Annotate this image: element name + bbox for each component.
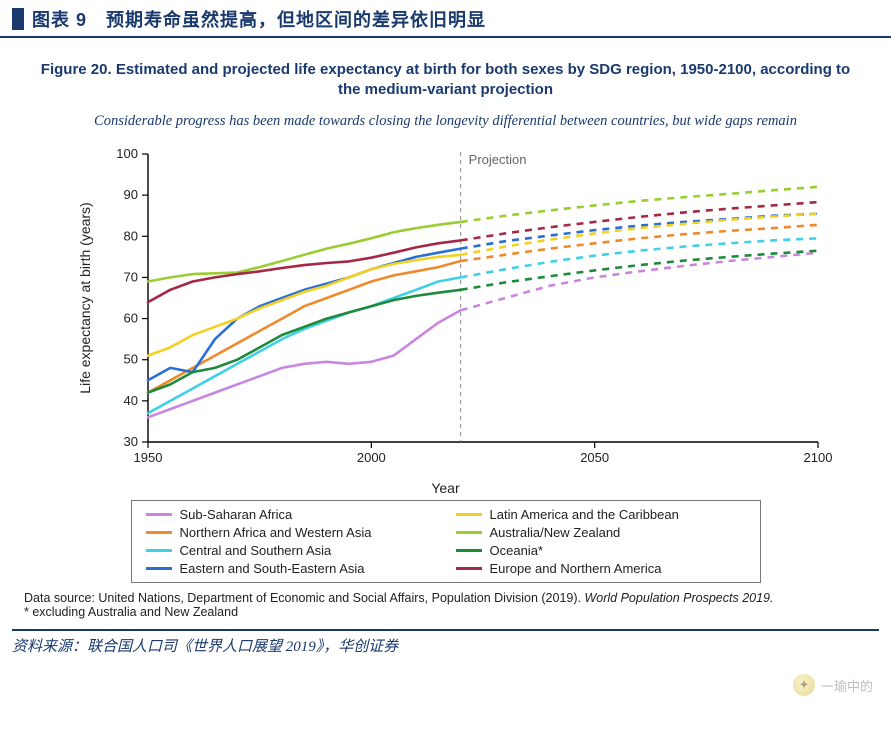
- svg-text:Life expectancy at birth (year: Life expectancy at birth (years): [77, 202, 93, 393]
- legend-label: Eastern and South-Eastern Asia: [180, 561, 365, 576]
- svg-text:70: 70: [123, 269, 137, 284]
- footer-source: 资料来源：联合国人口司《世界人口展望 2019》，华创证券: [0, 631, 891, 656]
- legend-label: Australia/New Zealand: [490, 525, 621, 540]
- legend-label: Sub-Saharan Africa: [180, 507, 293, 522]
- legend-label: Central and Southern Asia: [180, 543, 332, 558]
- svg-text:80: 80: [123, 228, 137, 243]
- svg-text:1950: 1950: [133, 450, 162, 465]
- data-source-italic: World Population Prospects 2019.: [584, 591, 773, 605]
- legend-item: Central and Southern Asia: [146, 543, 436, 558]
- life-expectancy-chart: 30 40 50 60 70 80 90 100 1950 2000 2050 2100 Life ex…: [56, 142, 836, 472]
- watermark-text: 一瑜中的: [821, 676, 873, 695]
- svg-text:40: 40: [123, 392, 137, 407]
- legend-label: Northern Africa and Western Asia: [180, 525, 372, 540]
- legend-swatch: [456, 513, 482, 516]
- data-source-text: Data source: United Nations, Department …: [24, 591, 584, 605]
- svg-text:60: 60: [123, 310, 137, 325]
- legend-item: Australia/New Zealand: [456, 525, 746, 540]
- legend-label: Latin America and the Caribbean: [490, 507, 679, 522]
- svg-text:90: 90: [123, 187, 137, 202]
- legend-item: Latin America and the Caribbean: [456, 507, 746, 522]
- watermark: ✦ 一瑜中的: [793, 674, 873, 696]
- svg-text:2000: 2000: [356, 450, 385, 465]
- legend-swatch: [456, 531, 482, 534]
- legend: Sub-Saharan Africa Latin America and the …: [131, 500, 761, 583]
- legend-item: Eastern and South-Eastern Asia: [146, 561, 436, 576]
- data-source: Data source: United Nations, Department …: [0, 583, 891, 619]
- legend-swatch: [146, 513, 172, 516]
- svg-text:30: 30: [123, 434, 137, 449]
- data-source-note: * excluding Australia and New Zealand: [24, 605, 238, 619]
- legend-label: Oceania*: [490, 543, 543, 558]
- chart-svg: 30 40 50 60 70 80 90 100 1950 2000 2050 2100 Life ex…: [56, 142, 836, 472]
- legend-swatch: [146, 549, 172, 552]
- legend-item: Europe and Northern America: [456, 561, 746, 576]
- legend-swatch: [456, 567, 482, 570]
- header-bar: 图表 9 预期寿命虽然提高，但地区间的差异依旧明显: [0, 0, 891, 38]
- legend-label: Europe and Northern America: [490, 561, 662, 576]
- legend-item: Sub-Saharan Africa: [146, 507, 436, 522]
- legend-swatch: [146, 567, 172, 570]
- legend-item: Oceania*: [456, 543, 746, 558]
- x-axis-title: Year: [56, 480, 836, 496]
- legend-item: Northern Africa and Western Asia: [146, 525, 436, 540]
- wechat-icon: ✦: [793, 674, 815, 696]
- svg-text:2050: 2050: [580, 450, 609, 465]
- svg-text:Projection: Projection: [468, 152, 526, 167]
- legend-swatch: [456, 549, 482, 552]
- svg-text:50: 50: [123, 351, 137, 366]
- header-title: 图表 9 预期寿命虽然提高，但地区间的差异依旧明显: [32, 6, 486, 32]
- header-accent-block: [12, 8, 24, 30]
- legend-swatch: [146, 531, 172, 534]
- figure-subtitle: Considerable progress has been made towa…: [0, 105, 891, 136]
- svg-text:2100: 2100: [803, 450, 832, 465]
- figure-title: Figure 20. Estimated and projected life …: [0, 38, 891, 105]
- svg-text:100: 100: [116, 146, 138, 161]
